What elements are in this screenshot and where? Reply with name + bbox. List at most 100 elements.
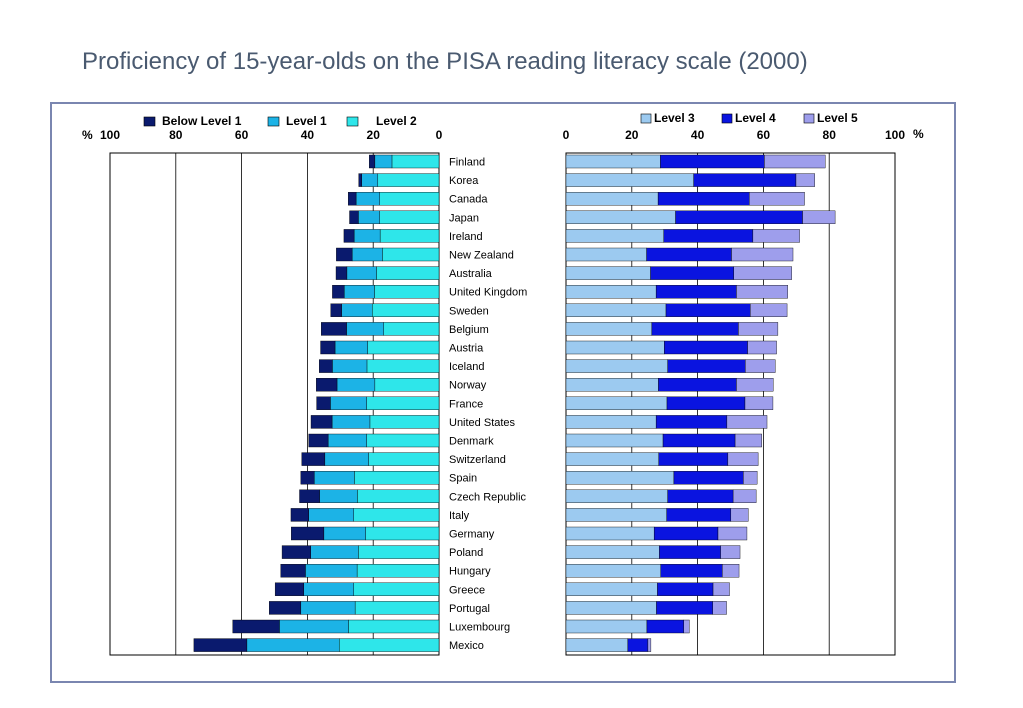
left-bar-segment	[319, 489, 358, 503]
right-bar-segment	[665, 303, 751, 317]
left-bar-segment	[308, 433, 329, 448]
left-bar-segment	[369, 415, 440, 429]
left-bar-segment	[374, 378, 440, 392]
legend-swatch	[143, 116, 156, 127]
right-bar-segment	[565, 191, 659, 206]
left-bar-segment	[374, 285, 440, 299]
legend-label: Below Level 1	[162, 114, 242, 128]
right-bar-segment	[656, 601, 713, 615]
right-bar-segment	[717, 526, 748, 541]
country-label: Hungary	[449, 566, 491, 578]
right-bar-segment	[664, 340, 748, 355]
right-bar-segment	[647, 638, 652, 652]
country-label: Czech Republic	[449, 491, 527, 503]
right-bar-segment	[730, 508, 749, 522]
left-bar-segment	[382, 247, 440, 262]
right-bar-segment	[653, 526, 719, 541]
legend-label: Level 1	[286, 114, 327, 128]
right-tick-label: 100	[885, 128, 905, 142]
legend-swatch	[721, 113, 733, 124]
right-bar-segment	[658, 378, 737, 392]
left-bar-segment	[316, 396, 331, 410]
left-bar-segment	[348, 619, 440, 634]
left-bar-segment	[376, 266, 440, 280]
country-label: Belgium	[449, 324, 489, 336]
country-label: Mexico	[449, 640, 484, 652]
right-bar-segment	[732, 489, 757, 503]
right-bar-segment	[658, 452, 729, 466]
left-bar-segment	[377, 173, 440, 187]
right-bar-segment	[659, 545, 721, 559]
left-bar-segment	[323, 526, 366, 541]
left-bar-segment	[353, 582, 440, 596]
right-bar-segment	[651, 322, 739, 336]
country-label: Austria	[449, 343, 484, 355]
right-bar-segment	[764, 154, 826, 169]
right-bar-segment	[565, 564, 661, 578]
left-bar-segment	[281, 545, 311, 559]
left-bar-segment	[356, 564, 440, 578]
left-bar-segment	[339, 638, 440, 652]
right-bar-segment	[731, 247, 794, 262]
left-bar-segment	[355, 191, 380, 206]
legend-label: Level 2	[376, 114, 417, 128]
left-bar-segment	[358, 210, 380, 225]
right-bar-segment	[667, 489, 734, 503]
right-bar-segment	[736, 285, 788, 299]
left-bar-segment	[379, 229, 440, 243]
right-bar-segment	[565, 359, 668, 373]
left-bar-segment	[336, 247, 353, 262]
left-bar-segment	[383, 322, 440, 336]
left-bar-segment	[232, 619, 280, 634]
left-tick-label: 40	[301, 128, 315, 142]
right-bar-segment	[565, 433, 664, 448]
right-bar-segment	[802, 210, 836, 225]
right-bar-segment	[747, 340, 777, 355]
country-label: Italy	[449, 510, 470, 522]
right-bar-segment	[744, 396, 774, 410]
country-label: Switzerland	[449, 454, 506, 466]
right-bar-segment	[565, 266, 651, 280]
left-bar-segment	[301, 452, 326, 466]
right-bar-segment	[565, 303, 667, 317]
country-label: France	[449, 398, 483, 410]
left-bar-segment	[368, 452, 440, 466]
left-bar-segment	[366, 359, 440, 373]
left-bar-segment	[332, 285, 345, 299]
right-axis-unit: %	[913, 127, 924, 141]
left-bar-segment	[269, 601, 302, 615]
legend-swatch	[267, 116, 280, 127]
left-bar-segment	[366, 433, 440, 448]
left-bar-segment	[316, 378, 338, 392]
right-bar-segment	[795, 173, 815, 187]
right-bar-segment	[712, 601, 727, 615]
right-bar-segment	[726, 415, 768, 429]
left-tick-label: 20	[367, 128, 381, 142]
country-label: Poland	[449, 547, 483, 559]
left-bar-segment	[279, 619, 349, 634]
left-bar-segment	[290, 508, 309, 522]
right-bar-segment	[565, 452, 659, 466]
country-label: Ireland	[449, 231, 483, 243]
left-bar-segment	[354, 471, 440, 485]
left-bar-segment	[319, 359, 333, 373]
right-bar-segment	[733, 266, 792, 280]
country-label: Australia	[449, 268, 493, 280]
left-bar-segment	[334, 340, 368, 355]
left-bar-segment	[314, 471, 355, 485]
left-bar-segment	[308, 508, 354, 522]
right-tick-label: 40	[691, 128, 705, 142]
left-tick-label: 0	[436, 128, 443, 142]
left-bar-segment	[369, 154, 376, 169]
right-bar-segment	[720, 545, 741, 559]
right-bar-segment	[736, 378, 774, 392]
right-bar-segment	[565, 415, 657, 429]
left-bar-segment	[379, 210, 440, 225]
legend-label: Level 3	[654, 111, 695, 125]
right-bar-segment	[722, 564, 740, 578]
country-label: Spain	[449, 473, 477, 485]
right-bar-segment	[693, 173, 797, 187]
right-tick-label: 60	[757, 128, 771, 142]
left-bar-segment	[351, 247, 383, 262]
